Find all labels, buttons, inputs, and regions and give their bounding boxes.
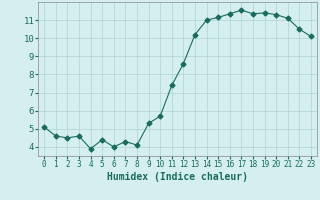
X-axis label: Humidex (Indice chaleur): Humidex (Indice chaleur) <box>107 172 248 182</box>
